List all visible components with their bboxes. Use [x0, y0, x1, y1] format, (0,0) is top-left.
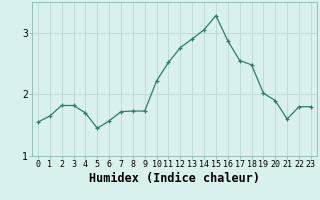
X-axis label: Humidex (Indice chaleur): Humidex (Indice chaleur) [89, 172, 260, 185]
